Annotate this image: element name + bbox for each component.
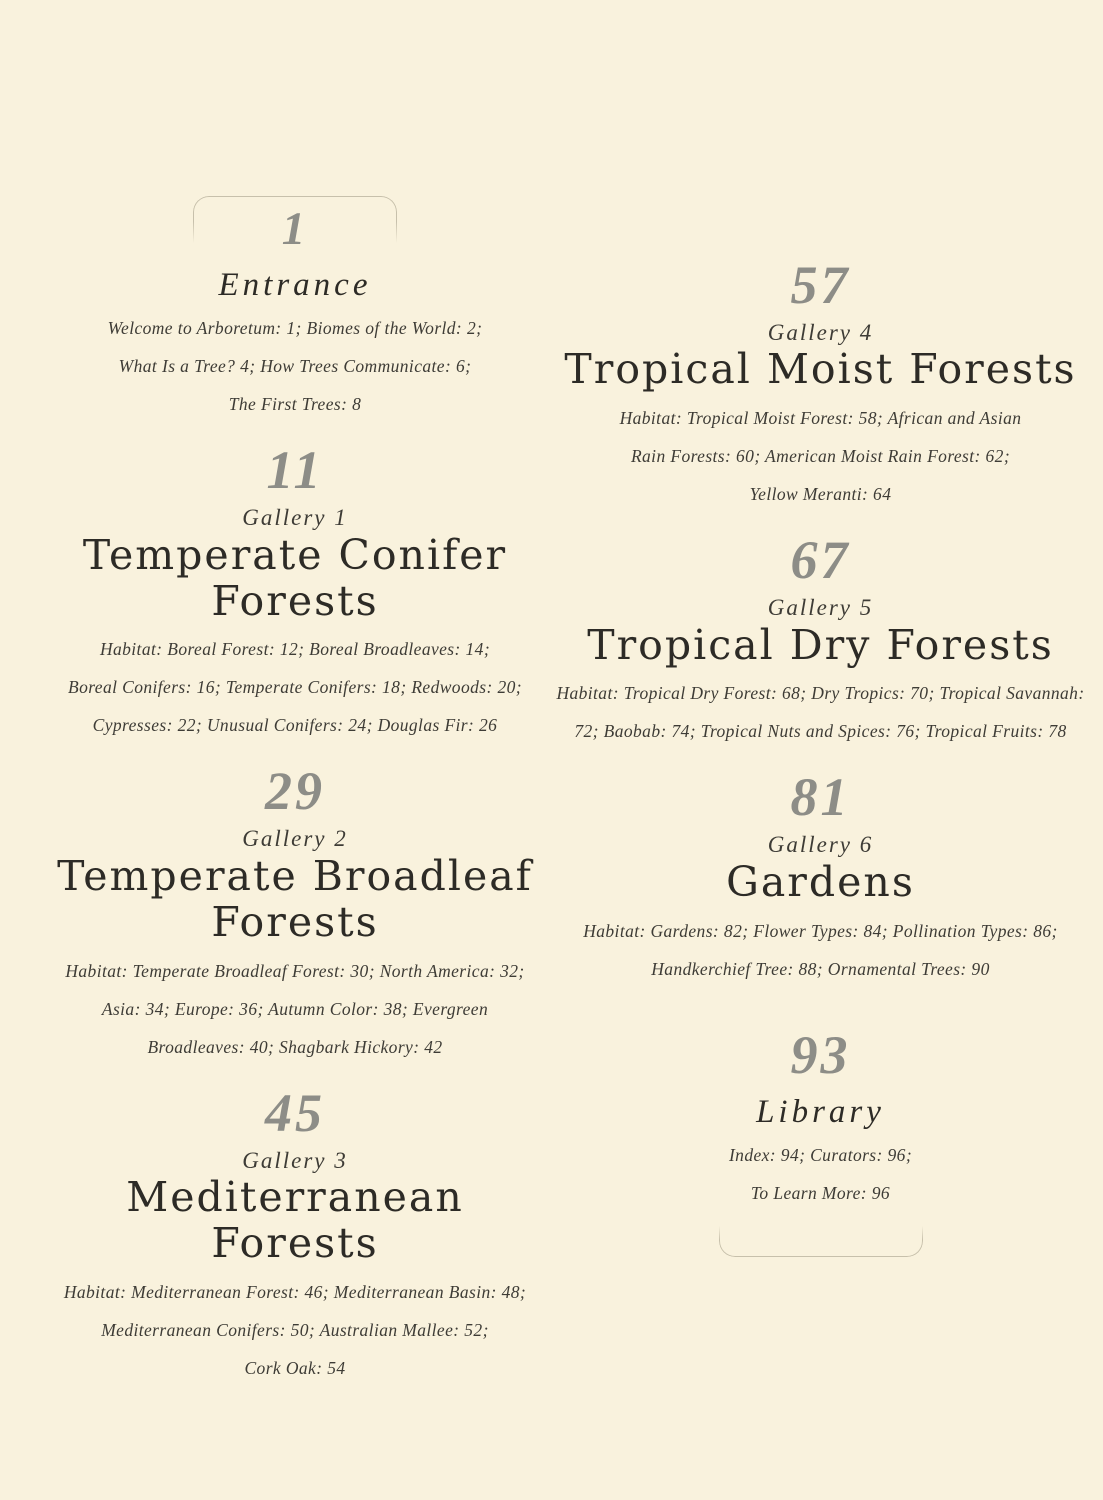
- bottom-frame-corner: [718, 1225, 923, 1257]
- page-number: 81: [790, 767, 851, 828]
- toc-line: Habitat: Boreal Forest: 12; Boreal Broad…: [99, 639, 491, 660]
- right-column: 57 Gallery 4 Tropical Moist Forests Habi…: [548, 258, 1093, 1257]
- toc-line: Habitat: Gardens: 82; Flower Types: 84; …: [583, 920, 1058, 941]
- section-gallery-1: 11 Gallery 1 Temperate Conifer Forests H…: [30, 443, 560, 744]
- page-number: 67: [790, 530, 851, 591]
- toc-line: Welcome to Arboretum: 1; Biomes of the W…: [107, 318, 483, 339]
- section-contents: Habitat: Tropical Moist Forest: 58; Afri…: [548, 399, 1093, 513]
- toc-line: Asia: 34; Europe: 36; Autumn Color: 38; …: [101, 998, 489, 1019]
- section-contents: Habitat: Tropical Dry Forest: 68; Dry Tr…: [548, 674, 1093, 750]
- toc-line: Habitat: Temperate Broadleaf Forest: 30;…: [65, 960, 525, 981]
- gallery-label: Gallery 6: [767, 832, 874, 858]
- toc-line: The First Trees: 8: [228, 394, 362, 415]
- title-line: Tropical Moist Forests: [564, 345, 1077, 394]
- gallery-label: Gallery 3: [242, 1147, 348, 1173]
- left-column: 1 Entrance Welcome to Arboretum: 1; Biom…: [30, 196, 560, 1387]
- toc-line: Habitat: Mediterranean Forest: 46; Medit…: [63, 1281, 527, 1302]
- section-contents: Welcome to Arboretum: 1; Biomes of the W…: [30, 309, 560, 423]
- title-line: Forests: [211, 1218, 379, 1267]
- gallery-label: Gallery 4: [767, 320, 874, 345]
- toc-line: To Learn More: 96: [750, 1182, 891, 1203]
- section-title: Entrance: [218, 267, 372, 303]
- section-title: Tropical Moist Forests: [548, 345, 1093, 394]
- section-contents: Habitat: Gardens: 82; Flower Types: 84; …: [548, 912, 1093, 988]
- title-line: Forests: [211, 576, 379, 625]
- section-entrance: 1 Entrance Welcome to Arboretum: 1; Biom…: [30, 196, 560, 423]
- section-contents: Habitat: Boreal Forest: 12; Boreal Broad…: [30, 630, 560, 744]
- toc-line: Yellow Meranti: 64: [749, 484, 892, 505]
- title-line: Tropical Dry Forests: [587, 620, 1054, 669]
- gallery-label: Gallery 5: [767, 595, 874, 621]
- title-line: Forests: [211, 897, 379, 946]
- page-number: 57: [790, 255, 851, 315]
- section-title: Temperate Broadleaf Forests: [30, 851, 560, 946]
- page-number: 11: [266, 440, 324, 501]
- gallery-label: Gallery 1: [242, 505, 348, 531]
- section-library: 93 Library Index: 94; Curators: 96; To L…: [548, 1028, 1093, 1257]
- toc-line: Habitat: Tropical Dry Forest: 68; Dry Tr…: [556, 683, 1085, 704]
- toc-line: Broadleaves: 40; Shagbark Hickory: 42: [147, 1036, 443, 1057]
- section-gallery-4: 57 Gallery 4 Tropical Moist Forests Habi…: [548, 258, 1093, 513]
- toc-line: Habitat: Tropical Moist Forest: 58; Afri…: [619, 408, 1022, 429]
- toc-line: Rain Forests: 60; American Moist Rain Fo…: [630, 446, 1011, 467]
- title-line: Gardens: [726, 857, 915, 906]
- section-gallery-5: 67 Gallery 5 Tropical Dry Forests Habita…: [548, 533, 1093, 750]
- title-line: Temperate Broadleaf: [57, 851, 533, 900]
- toc-line: Mediterranean Conifers: 50; Australian M…: [101, 1319, 489, 1340]
- toc-line: 72; Baobab: 74; Tropical Nuts and Spices…: [574, 721, 1067, 742]
- toc-line: Boreal Conifers: 16; Temperate Conifers:…: [67, 677, 523, 698]
- section-gallery-2: 29 Gallery 2 Temperate Broadleaf Forests…: [30, 764, 560, 1065]
- title-line: Mediterranean: [126, 1172, 464, 1221]
- section-title: Temperate Conifer Forests: [30, 530, 560, 625]
- top-frame-corner: [193, 196, 397, 243]
- page-number: 29: [265, 761, 325, 822]
- section-title: Library: [756, 1093, 885, 1130]
- section-title: Gardens: [548, 857, 1093, 906]
- section-title: Tropical Dry Forests: [548, 620, 1093, 669]
- toc-line: Index: 94; Curators: 96;: [728, 1144, 913, 1165]
- section-gallery-3: 45 Gallery 3 Mediterranean Forests Habit…: [30, 1086, 560, 1387]
- title-line: Temperate Conifer: [82, 530, 508, 579]
- section-contents: Habitat: Mediterranean Forest: 46; Medit…: [30, 1273, 560, 1387]
- section-gallery-6: 81 Gallery 6 Gardens Habitat: Gardens: 8…: [548, 770, 1093, 987]
- section-contents: Habitat: Temperate Broadleaf Forest: 30;…: [30, 952, 560, 1066]
- toc-line: Cypresses: 22; Unusual Conifers: 24; Dou…: [92, 715, 498, 736]
- section-contents: Index: 94; Curators: 96; To Learn More: …: [548, 1136, 1093, 1212]
- toc-line: Cork Oak: 54: [244, 1357, 346, 1378]
- section-title: Mediterranean Forests: [30, 1172, 560, 1267]
- page-number: 45: [265, 1082, 325, 1143]
- page-number: 93: [790, 1024, 851, 1085]
- gallery-label: Gallery 2: [242, 826, 348, 852]
- page-number: 1: [281, 203, 309, 255]
- toc-line: Handkerchief Tree: 88; Ornamental Trees:…: [651, 958, 990, 979]
- toc-line: What Is a Tree? 4; How Trees Communicate…: [118, 356, 472, 377]
